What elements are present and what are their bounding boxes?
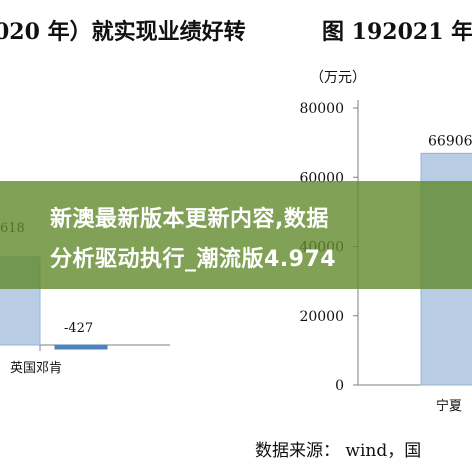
right-chart-y-tick-label-0: 0 <box>335 378 344 394</box>
figure-title-right: 图 192021 年 <box>322 19 472 45</box>
left-chart-category-label-1: 英国邓肯 <box>10 361 62 376</box>
right-chart-unit-label: （万元） <box>310 70 366 86</box>
figure-title-bar: 020 年）就实现业绩好转 图 192021 年 <box>0 0 472 64</box>
promo-overlay-banner: 新澳最新版本更新内容,数据 分析驱动执行_潮流版4.974 <box>0 181 472 289</box>
right-chart-data-label-0: 66906 <box>428 133 472 149</box>
overlay-text-line-1: 新澳最新版本更新内容,数据 <box>50 207 329 232</box>
figure-title-left: 020 年）就实现业绩好转 <box>0 19 246 45</box>
left-chart-bar-1 <box>54 344 108 350</box>
left-chart-data-label-1: -427 <box>64 321 93 336</box>
right-chart-category-label-0: 宁夏 <box>436 398 462 414</box>
data-source-note: 数据来源： wind，国 <box>255 441 422 461</box>
right-chart-y-tick-label-1: 20000 <box>299 309 344 325</box>
overlay-text-line-2: 分析驱动执行_潮流版4.974 <box>50 247 337 272</box>
right-chart-y-tick-label-4: 80000 <box>299 101 344 117</box>
